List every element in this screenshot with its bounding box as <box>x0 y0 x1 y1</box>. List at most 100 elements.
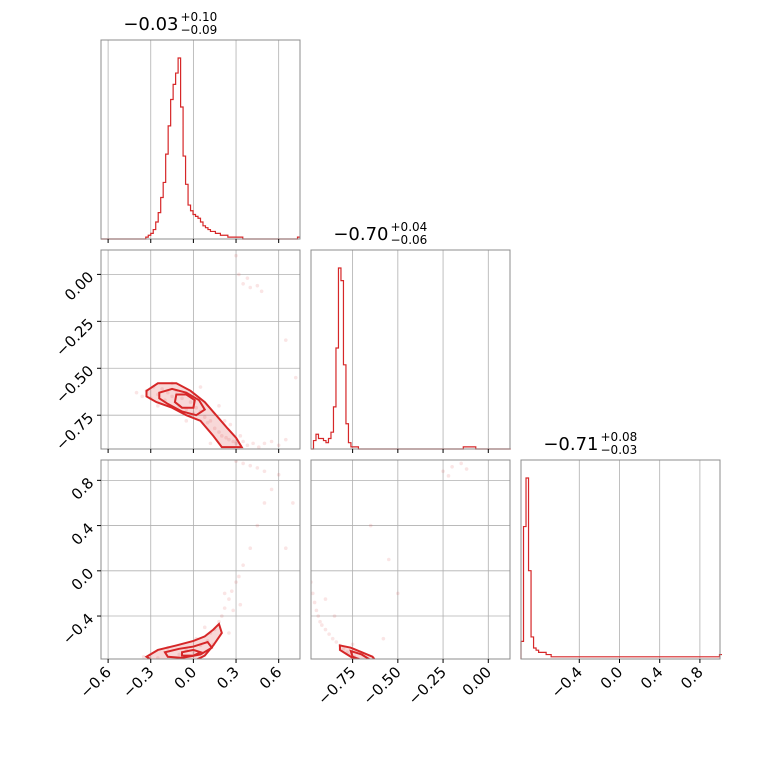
contour-level-3 <box>173 393 196 409</box>
scatter-point <box>255 283 260 288</box>
param3-vs-param1 <box>141 460 295 659</box>
x-tick-label: −0.4 <box>548 663 586 701</box>
scatter-point <box>238 602 243 607</box>
scatter-point <box>217 404 221 408</box>
scatter-point <box>156 656 160 659</box>
y-tick-label: 0.8 <box>68 474 98 504</box>
gridlines <box>101 250 300 449</box>
scatter-point <box>464 467 469 471</box>
y-tick-label: 0.4 <box>68 519 98 549</box>
scatter-point <box>327 632 331 636</box>
x-tick-label: −0.3 <box>119 663 157 701</box>
y-tick-label: 0.0 <box>68 564 98 594</box>
scatter-point <box>241 563 245 567</box>
scatter-point <box>360 659 364 663</box>
scatter-point <box>251 441 255 446</box>
scatter-point <box>222 606 227 610</box>
scatter-point <box>224 435 228 440</box>
scatter-point <box>234 580 238 584</box>
axes-param3-vs-param2 <box>310 459 511 660</box>
scatter-point <box>241 461 245 466</box>
scatter-point <box>228 422 233 427</box>
x-tick-label: 0.3 <box>213 663 243 693</box>
scatter-point <box>259 289 264 294</box>
hist-axes-param-3 <box>520 459 721 660</box>
contour-level-3 <box>181 648 204 657</box>
scatter-point <box>234 441 238 446</box>
hist-axes-param-2 <box>310 249 511 450</box>
scatter-point <box>269 439 274 444</box>
gridlines <box>352 250 489 449</box>
scatter-point <box>141 654 146 659</box>
scatter-point <box>441 469 445 474</box>
param2-vs-param1 <box>134 253 298 449</box>
x-tick-label: 0.4 <box>637 663 667 693</box>
scatter-point <box>227 597 231 601</box>
contour-level-2 <box>158 387 207 417</box>
scatter-point <box>269 487 274 492</box>
gridlines <box>101 460 300 659</box>
scatter-point <box>371 662 375 666</box>
scatter-point <box>220 614 224 618</box>
scatter-point <box>180 396 184 401</box>
y-tick-label: −0.4 <box>59 610 97 648</box>
x-tick-label: 0.6 <box>256 663 286 693</box>
scatter-point <box>363 662 367 666</box>
title-value-param-1: −0.03 <box>123 14 178 35</box>
histogram-param-2 <box>311 267 511 450</box>
y-tick-label: −0.75 <box>52 409 97 454</box>
scatter-point <box>191 650 196 655</box>
scatter-point <box>459 461 463 466</box>
scatter-point <box>350 642 355 647</box>
scatter-point <box>202 625 207 630</box>
scatter-point <box>202 415 207 419</box>
scatter-point <box>208 419 213 423</box>
scatter-point <box>283 546 288 550</box>
scatter-point <box>330 636 335 641</box>
contour-level-1 <box>338 644 376 659</box>
x-tick-label: −0.75 <box>314 663 359 708</box>
scatter-point <box>262 469 267 474</box>
scatter-point <box>381 636 386 641</box>
scatter-point <box>256 445 261 449</box>
scatter-point <box>194 405 199 410</box>
scatter-point <box>229 589 234 593</box>
scatter-point <box>368 523 373 528</box>
gridlines <box>107 40 280 239</box>
scatter-point <box>166 390 170 395</box>
title-plus-param-3: +0.08 <box>601 430 638 444</box>
scatter-point <box>156 404 160 408</box>
scatter-point <box>217 430 221 434</box>
y-tick-label: 0.00 <box>61 268 97 304</box>
histogram-param-3 <box>520 477 723 659</box>
scatter-point <box>245 443 250 448</box>
scatter-point <box>262 441 267 446</box>
x-tick-label: 0.0 <box>597 663 627 693</box>
x-tick-label: −0.25 <box>405 663 450 708</box>
x-tick-label: 0.8 <box>677 663 707 693</box>
scatter-point <box>255 466 260 470</box>
scatter-point <box>188 400 193 404</box>
scatter-point <box>283 338 288 342</box>
x-tick-label: −0.50 <box>359 663 404 708</box>
scatter-point <box>220 434 224 438</box>
title-minus-param-1: −0.09 <box>181 23 218 37</box>
scatter-point <box>332 614 337 618</box>
param3-vs-param2 <box>311 461 469 666</box>
scatter-point <box>276 472 281 477</box>
scatter-point <box>291 501 295 505</box>
scatter-point <box>312 600 317 605</box>
scatter-point <box>293 375 298 380</box>
axes-param2-vs-param1 <box>100 249 301 450</box>
scatter-point <box>237 574 241 579</box>
x-tick-label: −0.6 <box>76 663 114 701</box>
title-plus-param-2: +0.04 <box>391 220 428 234</box>
scatter-point <box>237 272 241 277</box>
scatter-point <box>227 437 231 442</box>
contour-level-2 <box>349 649 371 659</box>
scatter-point <box>231 608 235 613</box>
scatter-point <box>212 426 217 431</box>
scatter-point <box>255 523 260 528</box>
title-minus-param-2: −0.06 <box>391 233 428 247</box>
contour-level-1 <box>145 382 244 449</box>
